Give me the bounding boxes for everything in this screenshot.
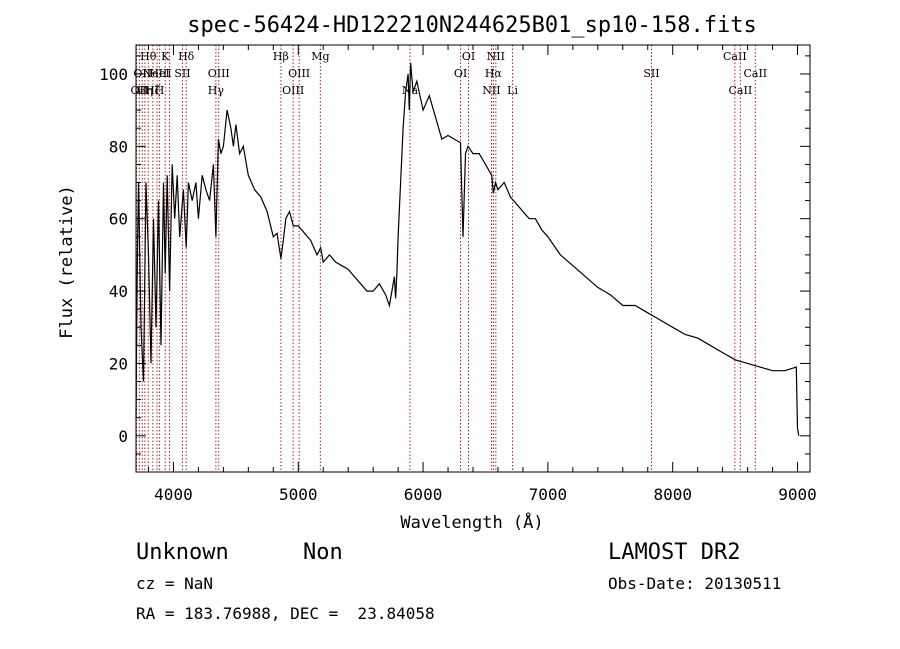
- x-tick-label: 6000: [404, 485, 443, 504]
- ra-dec: RA = 183.76988, DEC = 23.84058: [136, 604, 435, 623]
- line-marker-label: NII: [482, 84, 500, 97]
- line-marker-label: CaII: [723, 50, 747, 63]
- x-tick-label: 8000: [653, 485, 692, 504]
- x-axis-label: Wavelength (Å): [400, 511, 543, 533]
- line-marker-label: Mg: [311, 50, 329, 63]
- line-marker-label: OIII: [208, 67, 230, 80]
- line-marker-label: OIII: [282, 84, 304, 97]
- line-marker-label: Hη: [137, 84, 153, 97]
- y-tick-label: 20: [109, 354, 128, 373]
- line-marker-label: OII: [131, 84, 149, 97]
- chart-title: spec-56424-HD122210N244625B01_sp10-158.f…: [187, 13, 757, 38]
- line-marker-label: SII: [643, 67, 659, 80]
- line-marker-label: Hγ: [208, 84, 225, 97]
- line-marker-label: Hθ: [140, 50, 157, 63]
- spectrum-series: [135, 63, 800, 436]
- y-tick-label: 60: [109, 210, 128, 229]
- line-marker-label: CaII: [729, 84, 753, 97]
- y-tick-label: 100: [99, 65, 128, 84]
- line-marker-label: NII: [487, 50, 505, 63]
- line-markers: OIIOIIHηHθHζNeIIIHeIHKSIIHδHγOIIIHβOIIIO…: [131, 45, 767, 472]
- line-marker-label: Hβ: [273, 50, 289, 63]
- line-marker-label: H: [155, 84, 165, 97]
- spectrum-line-0: [135, 63, 800, 436]
- line-marker-label: OI: [454, 67, 467, 80]
- x-tick-label: 7000: [529, 485, 568, 504]
- line-marker-label: K: [161, 50, 170, 63]
- y-axis-label: Flux (relative): [57, 185, 77, 339]
- subclass: Non: [303, 540, 343, 565]
- line-marker-label: CaII: [743, 67, 767, 80]
- line-marker-label: OI: [462, 50, 475, 63]
- line-marker-label: Hδ: [178, 50, 195, 63]
- axes: 4000 5000 6000 7000 8000 9000 0 20 40 60 80 100: [99, 45, 817, 504]
- x-tick-label: 4000: [154, 485, 193, 504]
- line-marker-label: Hα: [485, 67, 503, 80]
- object-class: Unknown: [136, 540, 229, 565]
- line-marker-label: Li: [507, 84, 518, 97]
- line-marker-label: HeI: [149, 67, 169, 80]
- y-tick-label: 0: [118, 427, 128, 446]
- x-tick-label: 9000: [778, 485, 817, 504]
- survey-name: LAMOST DR2: [608, 540, 740, 565]
- x-tick-label: 5000: [279, 485, 318, 504]
- line-marker-label: SII: [174, 67, 190, 80]
- y-tick-label: 40: [109, 282, 128, 301]
- plot-frame: [135, 44, 811, 473]
- cz-value: cz = NaN: [136, 574, 213, 593]
- y-tick-label: 80: [109, 137, 128, 156]
- obs-date: Obs-Date: 20130511: [608, 574, 781, 593]
- line-marker-label: NeIII: [143, 67, 172, 80]
- line-marker-label: OIII: [288, 67, 310, 80]
